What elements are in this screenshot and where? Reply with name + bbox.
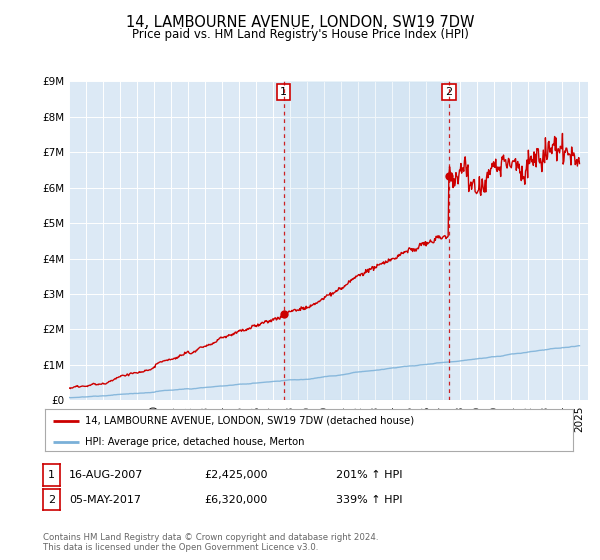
Text: Price paid vs. HM Land Registry's House Price Index (HPI): Price paid vs. HM Land Registry's House … bbox=[131, 28, 469, 41]
Text: 2: 2 bbox=[48, 494, 55, 505]
Text: This data is licensed under the Open Government Licence v3.0.: This data is licensed under the Open Gov… bbox=[43, 543, 319, 552]
Text: 339% ↑ HPI: 339% ↑ HPI bbox=[336, 494, 403, 505]
Text: 14, LAMBOURNE AVENUE, LONDON, SW19 7DW (detached house): 14, LAMBOURNE AVENUE, LONDON, SW19 7DW (… bbox=[85, 416, 414, 426]
Text: 1: 1 bbox=[280, 87, 287, 97]
Text: HPI: Average price, detached house, Merton: HPI: Average price, detached house, Mert… bbox=[85, 437, 304, 446]
Text: 1: 1 bbox=[48, 470, 55, 480]
Text: 14, LAMBOURNE AVENUE, LONDON, SW19 7DW: 14, LAMBOURNE AVENUE, LONDON, SW19 7DW bbox=[126, 15, 474, 30]
Bar bbox=[284, 81, 449, 400]
Text: £6,320,000: £6,320,000 bbox=[204, 494, 267, 505]
Text: 2: 2 bbox=[446, 87, 453, 97]
Text: 16-AUG-2007: 16-AUG-2007 bbox=[69, 470, 143, 480]
Text: 05-MAY-2017: 05-MAY-2017 bbox=[69, 494, 141, 505]
Text: 201% ↑ HPI: 201% ↑ HPI bbox=[336, 470, 403, 480]
Text: Contains HM Land Registry data © Crown copyright and database right 2024.: Contains HM Land Registry data © Crown c… bbox=[43, 533, 379, 542]
Text: £2,425,000: £2,425,000 bbox=[204, 470, 268, 480]
